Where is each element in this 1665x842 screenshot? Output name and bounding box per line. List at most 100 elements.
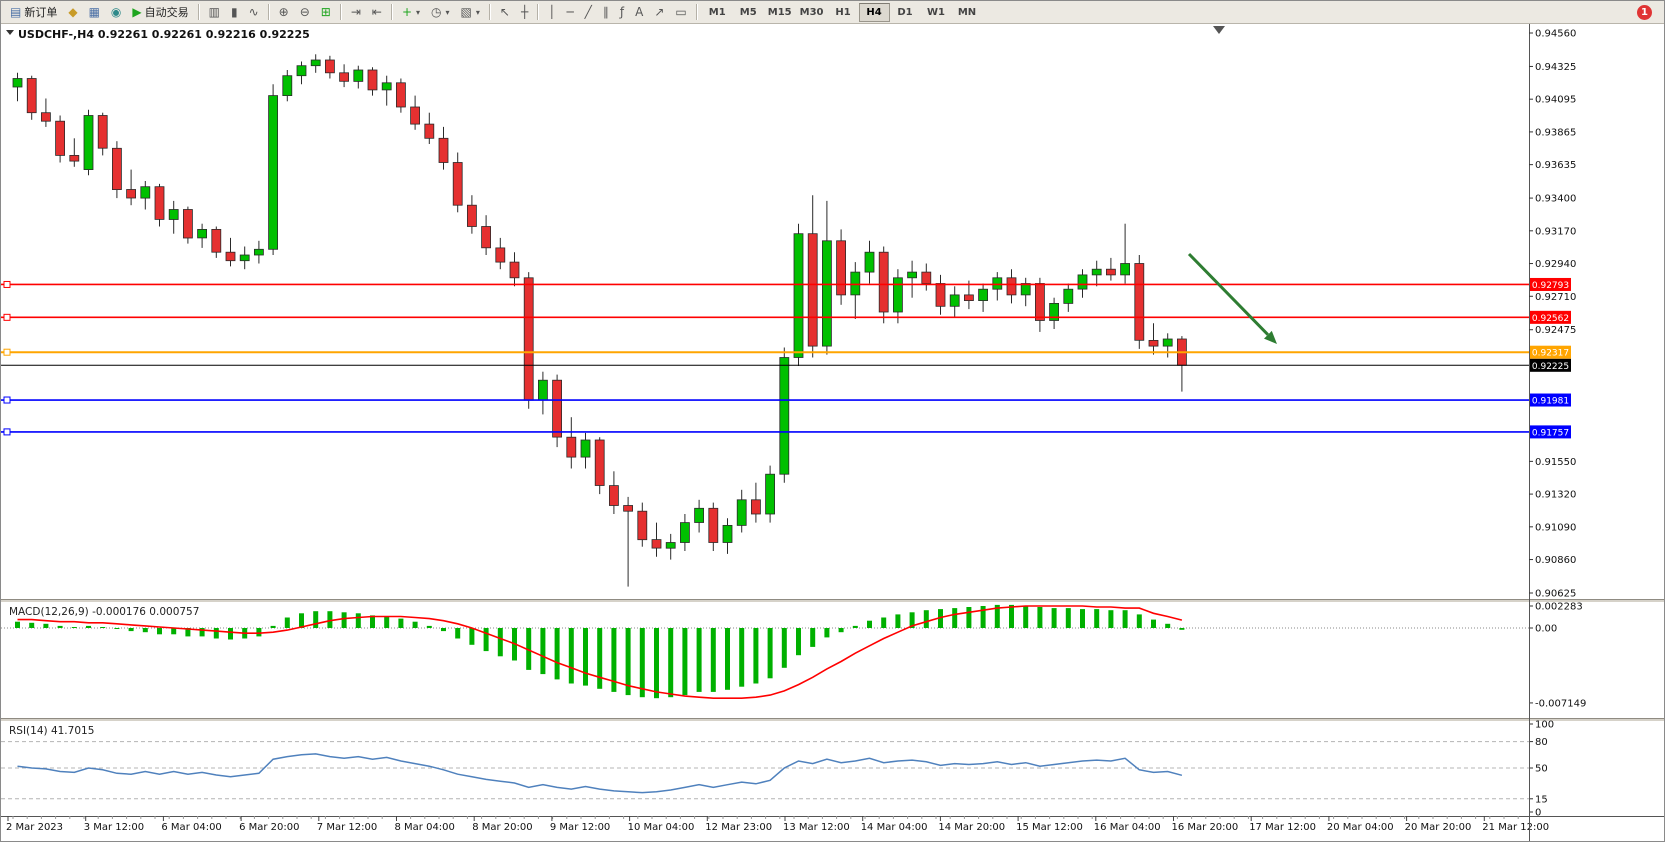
macd-axis-label: -0.007149 (1535, 698, 1586, 709)
arrow-tool-button[interactable]: ↗ (649, 2, 669, 23)
rsi-axis-label: 50 (1535, 764, 1548, 775)
candle-body (353, 69, 364, 82)
price-axis-label: 0.94325 (1535, 62, 1576, 73)
macd-histogram-bar (455, 628, 461, 639)
candlestick-chart-button[interactable]: ▮ (226, 2, 243, 23)
fibonacci-button[interactable]: ƒ (615, 2, 629, 23)
chart-shift-marker-icon[interactable] (1213, 26, 1225, 34)
vertical-line-button[interactable]: │ (543, 2, 560, 23)
market-watch-button[interactable]: ▦ (84, 2, 105, 23)
zoom-in-button[interactable]: ⊕ (274, 2, 294, 23)
candle-body (1077, 274, 1088, 290)
indicators-icon: + (401, 5, 413, 19)
timeframe-h4[interactable]: H4 (858, 2, 890, 22)
candle-body (466, 204, 477, 227)
crosshair-button[interactable]: ┼ (516, 2, 533, 23)
bar-chart-button[interactable]: ▥ (204, 2, 225, 23)
text-tool-icon: A (635, 5, 644, 19)
macd-histogram-bar (398, 618, 404, 628)
time-axis-line (1, 816, 1664, 817)
candle-body (282, 75, 293, 97)
time-axis-label: 9 Mar 12:00 (550, 822, 610, 833)
new-order-button[interactable]: ▤ 新订单 (5, 2, 62, 23)
macd-histogram-bar (1108, 610, 1114, 628)
line-handle[interactable] (3, 280, 11, 288)
timeframe-d1[interactable]: D1 (897, 6, 913, 18)
candle-body (182, 209, 193, 239)
timeframe-w1[interactable]: W1 (927, 6, 946, 18)
timeframe-mn[interactable]: MN (957, 6, 977, 18)
cursor-button[interactable]: ↖ (495, 2, 515, 23)
chart-profile-button[interactable]: ◆ (63, 2, 82, 23)
candle-body (793, 233, 804, 358)
macd-histogram-bar (1080, 609, 1085, 628)
macd-histogram-bar (1051, 608, 1057, 628)
chart-canvas[interactable]: USDCHF-,H4 0.92261 0.92261 0.92216 0.922… (1, 24, 1665, 842)
line-chart-button[interactable]: ∿ (244, 2, 264, 23)
timeframe-m15[interactable]: M15 (767, 6, 792, 18)
timeframe-m5[interactable]: M5 (739, 6, 757, 18)
panel-divider[interactable] (1, 600, 1665, 602)
down-arrow-drawing[interactable] (1187, 252, 1269, 336)
auto-trading-label: 自动交易 (144, 6, 189, 19)
chart-shift-button[interactable]: ⇤ (367, 2, 387, 23)
zoom-out-button[interactable]: ⊖ (295, 2, 315, 23)
symbol-info: USDCHF-,H4 0.92261 0.92261 0.92216 0.922… (18, 28, 310, 41)
price-axis-line[interactable] (1529, 24, 1530, 842)
line-handle[interactable] (3, 348, 11, 356)
line-handle[interactable] (3, 313, 11, 321)
macd-axis-label: 0.00 (1535, 624, 1557, 635)
timeframe-m30[interactable]: M30 (799, 6, 824, 18)
channel-button[interactable]: ∥ (598, 2, 614, 23)
tile-windows-button[interactable]: ⊞ (316, 2, 336, 23)
macd-histogram-bar (100, 627, 106, 628)
price-axis-label: 0.90860 (1535, 555, 1576, 566)
macd-signal-line (17, 605, 1183, 700)
price-marker-0.92793[interactable] (1530, 277, 1571, 291)
panel-divider[interactable] (1, 599, 1665, 600)
candle-body (1106, 268, 1116, 276)
candle-body (509, 261, 520, 279)
candle-body (154, 186, 165, 220)
periods-button[interactable]: ◷ ▾ (426, 2, 455, 23)
horizontal-line-button[interactable]: ─ (561, 2, 578, 23)
panel-divider[interactable] (1, 718, 1665, 719)
candle-body (168, 209, 179, 220)
timeframe-h1[interactable]: H1 (835, 6, 851, 18)
rsi-axis-label: 15 (1535, 794, 1548, 805)
candle-body (239, 254, 250, 262)
collapse-triangle-icon[interactable] (6, 30, 14, 35)
shapes-button[interactable]: ▭ (670, 2, 691, 23)
notification-badge[interactable]: 1 (1637, 4, 1652, 20)
price-marker-0.91757[interactable] (1530, 425, 1571, 439)
macd-histogram-bar (895, 614, 901, 628)
macd-histogram-bar (597, 628, 603, 689)
macd-histogram-bar (767, 628, 773, 679)
trendline-button[interactable]: ╱ (580, 2, 597, 23)
navigator-button[interactable]: ◉ (106, 2, 126, 23)
macd-histogram-bar (526, 628, 532, 670)
indicators-button[interactable]: + ▾ (397, 2, 425, 23)
toolbar-separator (695, 4, 698, 20)
line-handle[interactable] (3, 428, 11, 436)
price-marker-0.91981[interactable] (1530, 393, 1571, 407)
candle-body (367, 69, 378, 91)
panel-divider[interactable] (1, 719, 1665, 721)
templates-button[interactable]: ▧ ▾ (456, 2, 485, 23)
timeframe-m1[interactable]: M1 (708, 6, 726, 18)
text-tool-button[interactable]: A (630, 2, 648, 23)
new-order-label: 新订单 (24, 6, 58, 19)
candle-body (140, 186, 151, 199)
auto-trading-button[interactable]: ▶ 自动交易 (127, 2, 193, 23)
macd-histogram-bar (256, 628, 262, 637)
time-axis-label: 2 Mar 2023 (6, 822, 63, 833)
price-marker-0.92562[interactable] (1530, 310, 1571, 324)
line-handle[interactable] (3, 396, 11, 404)
auto-scroll-button[interactable]: ⇥ (346, 2, 366, 23)
price-marker-0.92317[interactable] (1530, 345, 1571, 359)
candle-body (708, 507, 719, 543)
macd-histogram-bar (1179, 628, 1185, 630)
toolbar: ▤ 新订单 ◆ ▦ ◉ ▶ 自动交易 ▥ ▮ ∿ ⊕ ⊖ ⊞ ⇥ ⇤ + ▾ ◷ ▾… (1, 1, 1664, 24)
candle-body (694, 507, 704, 523)
price-marker-0.92225[interactable] (1530, 358, 1571, 372)
